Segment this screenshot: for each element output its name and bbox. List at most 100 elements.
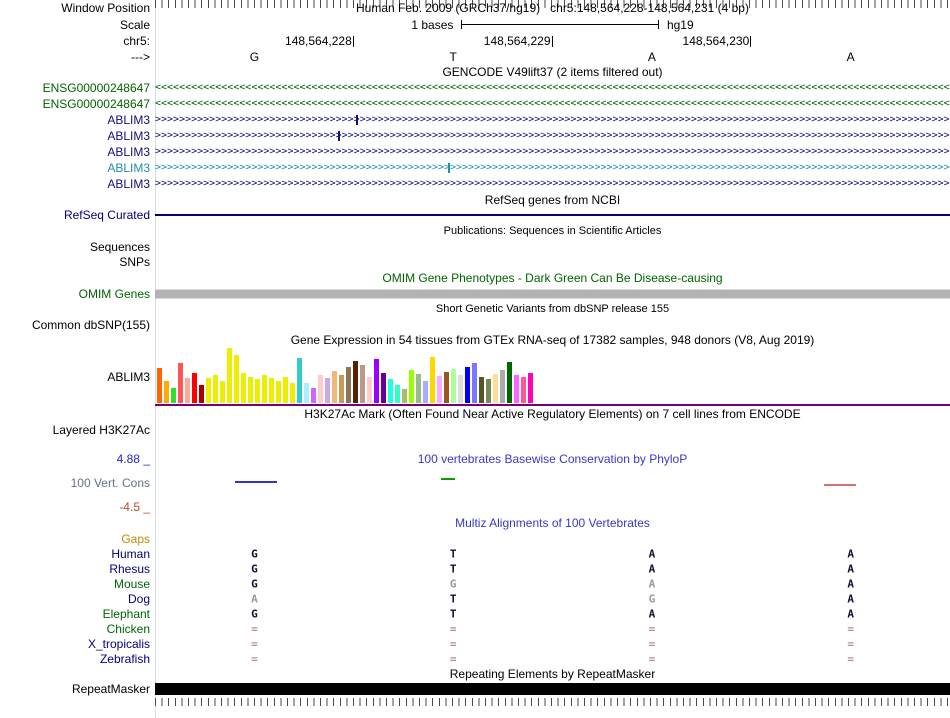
gtex-tissue-bar[interactable] <box>304 383 309 403</box>
snps-row: SNPs <box>0 254 950 269</box>
gtex-tissue-bar[interactable] <box>290 383 295 403</box>
gtex-tissue-bar[interactable] <box>269 378 274 403</box>
species-row: Chicken = = = = <box>0 621 950 636</box>
gtex-tissue-bar[interactable] <box>311 388 316 403</box>
gene-arrows-left[interactable]: <<<<<<<<<<<<<<<<<<<<<<<<<<<<<<<<<<<<<<<<… <box>155 98 950 109</box>
scale-value: 1 bases <box>411 17 454 32</box>
species-row: Dog A T G A <box>0 591 950 606</box>
gtex-tissue-bar[interactable] <box>276 381 281 403</box>
gencode-title: GENCODE V49lift37 (2 items filtered out) <box>442 65 663 79</box>
scale-label: Scale <box>119 17 150 32</box>
phylop-min-label: -4.5 _ <box>119 500 150 514</box>
phylop-score-segment[interactable] <box>441 478 456 480</box>
gtex-tissue-bar[interactable] <box>241 373 246 403</box>
scale-row: Scale 1 bases hg19 <box>0 16 950 33</box>
phylop-title: 100 vertebrates Basewise Conservation by… <box>417 452 688 466</box>
gtex-tissue-bar[interactable] <box>339 375 344 403</box>
chrom-ruler-track[interactable]: 148,564,228 148,564,229 148,564,230 <box>155 33 950 49</box>
gtex-tissue-bar[interactable] <box>388 379 393 403</box>
gtex-tissue-bar[interactable] <box>353 361 358 403</box>
gtex-tissue-bar[interactable] <box>213 375 218 403</box>
gene-label: ABLIM3 <box>107 129 150 143</box>
gtex-tissue-bar[interactable] <box>423 381 428 403</box>
gtex-tissue-bar[interactable] <box>381 373 386 403</box>
bottom-ruler-track <box>155 696 950 708</box>
repeat-element-bar[interactable] <box>155 682 950 695</box>
gene-row: ABLIM3 >>>>>>>>>>>>>>>>>>>>>>>>>>>>>>>>>>… <box>0 176 950 192</box>
gene-arrows-right[interactable]: >>>>>>>>>>>>>>>>>>>>>>>>>>>>>>>>>>>>>>>>… <box>155 178 950 189</box>
gtex-tissue-bar[interactable] <box>297 358 302 403</box>
gtex-tissue-bar[interactable] <box>332 371 337 403</box>
gene-row: ENSG00000248647 <<<<<<<<<<<<<<<<<<<<<<<<<… <box>0 96 950 112</box>
gene-label: ENSG00000248647 <box>42 97 150 111</box>
gtex-tissue-bar[interactable] <box>507 362 512 403</box>
gtex-tissue-bar[interactable] <box>374 359 379 403</box>
exon-tick <box>356 115 359 125</box>
gtex-tissue-bar[interactable] <box>528 373 533 403</box>
gtex-tissue-bar[interactable] <box>500 370 505 403</box>
gtex-tissue-bar[interactable] <box>234 355 239 403</box>
gtex-tissue-bar[interactable] <box>458 375 463 403</box>
gtex-tissue-bar[interactable] <box>283 377 288 403</box>
gtex-tissue-bar[interactable] <box>479 377 484 403</box>
gtex-tissue-bar[interactable] <box>416 374 421 403</box>
gene-arrows-left[interactable]: <<<<<<<<<<<<<<<<<<<<<<<<<<<<<<<<<<<<<<<<… <box>155 82 950 93</box>
omim-track-row: OMIM Genes <box>0 286 950 301</box>
gene-arrows-right[interactable]: >>>>>>>>>>>>>>>>>>>>>>>>>>>>>>>>>>>>>>>>… <box>155 146 950 157</box>
ruler-coordinate[interactable]: 148,564,228 <box>155 33 354 49</box>
gtex-tissue-bar[interactable] <box>220 381 225 403</box>
gtex-tissue-bar[interactable] <box>402 389 407 403</box>
gene-arrows-right[interactable]: >>>>>>>>>>>>>>>>>>>>>>>>>>>>>>>>>>>>>>>>… <box>155 162 950 173</box>
gtex-tissue-bar[interactable] <box>472 363 477 403</box>
gtex-tissue-bar[interactable] <box>206 378 211 403</box>
ruler-coordinate[interactable]: 148,564,229 <box>354 33 553 49</box>
gtex-tissue-bar[interactable] <box>514 375 519 403</box>
phylop-score-segment[interactable] <box>824 484 857 486</box>
gtex-tissue-bar[interactable] <box>325 378 330 403</box>
gtex-tissue-bar[interactable] <box>192 373 197 403</box>
gtex-tissue-bar[interactable] <box>318 375 323 403</box>
alignment-base: A <box>648 577 656 590</box>
phylop-min-track <box>155 499 950 515</box>
gtex-tissue-bar[interactable] <box>164 381 169 403</box>
gtex-tissue-bar[interactable] <box>444 372 449 403</box>
h3k27ac-title-row: H3K27Ac Mark (Often Found Near Active Re… <box>0 406 950 421</box>
gtex-tissue-bar[interactable] <box>248 377 253 403</box>
gtex-tissue-bar[interactable] <box>465 367 470 403</box>
omim-gene-bar[interactable] <box>155 289 950 298</box>
gtex-tissue-bar[interactable] <box>521 377 526 403</box>
gtex-tissue-bar[interactable] <box>178 363 183 403</box>
gtex-tissue-bar[interactable] <box>171 388 176 403</box>
h3k27ac-label: Layered H3K27Ac <box>52 423 150 437</box>
gtex-tissue-bar[interactable] <box>367 377 372 403</box>
species-label: Elephant <box>102 606 150 621</box>
gtex-tissue-bar[interactable] <box>430 357 435 403</box>
phylop-score-segment[interactable] <box>234 481 277 483</box>
gtex-tissue-bar[interactable] <box>493 374 498 403</box>
gtex-tissue-bar[interactable] <box>185 378 190 403</box>
gtex-tissue-bar[interactable] <box>262 375 267 403</box>
gtex-tissue-bar[interactable] <box>157 368 162 403</box>
publications-title: Publications: Sequences in Scientific Ar… <box>443 225 662 237</box>
gtex-tissue-bar[interactable] <box>486 379 491 403</box>
omim-title-row: OMIM Gene Phenotypes - Dark Green Can Be… <box>0 269 950 286</box>
gtex-tissue-bar[interactable] <box>346 367 351 403</box>
gtex-tissue-bar[interactable] <box>255 379 260 403</box>
alignment-base: A <box>648 547 656 560</box>
gtex-tissue-bar[interactable] <box>360 365 365 403</box>
gtex-tissue-bar[interactable] <box>227 348 232 403</box>
gene-arrows-right[interactable]: >>>>>>>>>>>>>>>>>>>>>>>>>>>>>>>>>>>>>>>>… <box>155 130 950 141</box>
gtex-tissue-bar[interactable] <box>451 369 456 403</box>
dbsnp-title: Short Genetic Variants from dbSNP releas… <box>435 303 670 315</box>
reference-base: A <box>647 49 656 64</box>
gtex-tissue-bar[interactable] <box>409 370 414 403</box>
gtex-tissue-bar[interactable] <box>437 376 442 403</box>
phylop-label: 100 Vert. Cons <box>70 476 150 490</box>
ruler-coordinate[interactable]: 148,564,230 <box>553 33 752 49</box>
gtex-tissue-bar[interactable] <box>395 385 400 403</box>
gene-arrows-right[interactable]: >>>>>>>>>>>>>>>>>>>>>>>>>>>>>>>>>>>>>>>>… <box>155 114 950 125</box>
refseq-gene-line[interactable] <box>155 214 950 216</box>
gtex-tissue-bar[interactable] <box>199 385 204 403</box>
gene-label: ABLIM3 <box>107 145 150 159</box>
